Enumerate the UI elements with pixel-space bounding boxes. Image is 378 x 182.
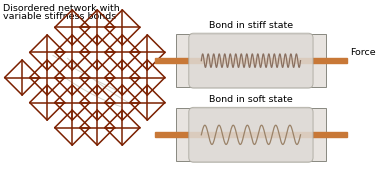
Text: variable stiffness bonds: variable stiffness bonds	[3, 12, 116, 21]
FancyBboxPatch shape	[189, 107, 313, 162]
Bar	[155, 132, 347, 137]
Bar	[176, 108, 325, 161]
Text: Disordered network with: Disordered network with	[3, 4, 120, 13]
Text: Bond in soft state: Bond in soft state	[209, 96, 293, 104]
Bar	[176, 34, 325, 87]
Text: Bond in stiff state: Bond in stiff state	[209, 21, 293, 30]
Bar	[155, 58, 347, 63]
Text: Force: Force	[351, 48, 376, 58]
FancyBboxPatch shape	[189, 33, 313, 88]
